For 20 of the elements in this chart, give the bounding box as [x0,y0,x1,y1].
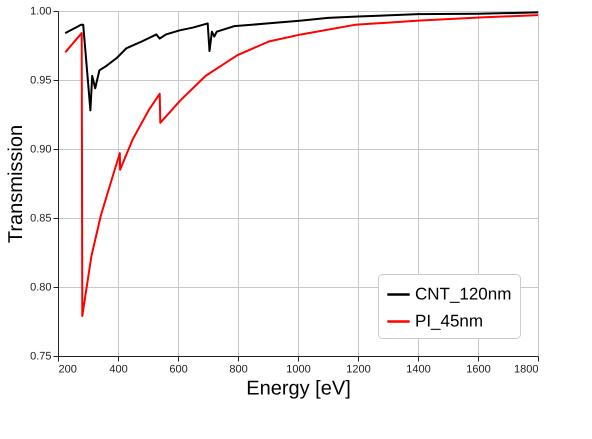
x-tick-label: 400 [109,364,128,376]
y-tick-label: 0.95 [30,74,52,86]
x-tick-label: 800 [229,364,248,376]
x-axis-title: Energy [eV] [246,378,351,400]
line-series [64,11,539,112]
x-tick-label: 200 [58,364,77,376]
y-tick-label: 0.85 [30,212,52,224]
y-axis-title: Transmission [5,124,28,244]
x-tick-label: 600 [169,364,188,376]
y-tick-label: 0.80 [30,282,52,294]
x-tick-label: 1800 [514,364,538,376]
x-tick-label: 1600 [466,364,491,376]
y-tick-label: 0.90 [30,144,52,156]
legend-label: PI_45nm [415,312,484,330]
x-tick-label: 1200 [346,364,371,376]
x-tick-label: 1400 [406,364,431,376]
x-tick-label: 1000 [286,364,311,376]
y-tick-label: 1.00 [30,6,52,18]
legend-label: CNT_120nm [415,284,512,304]
y-tick-label: 0.75 [30,350,52,362]
